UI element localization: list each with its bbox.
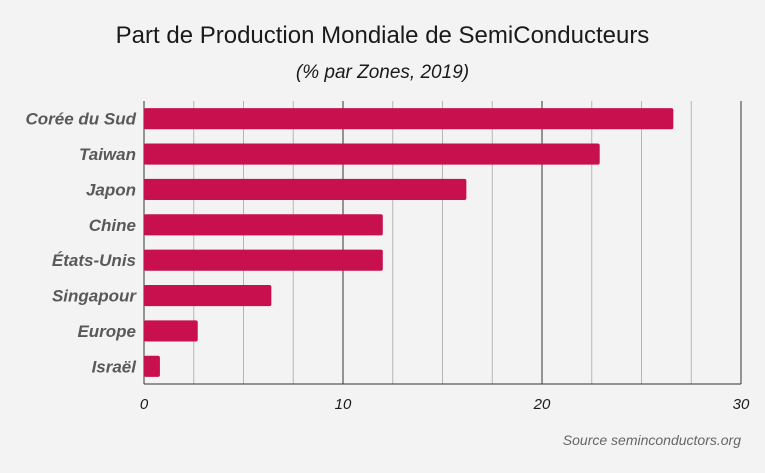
x-tick-label: 10: [335, 396, 352, 413]
category-label: Europe: [77, 322, 136, 341]
bar: [144, 108, 674, 130]
category-label: Taiwan: [79, 145, 136, 164]
source-note: Source seminconductors.org: [562, 432, 741, 448]
category-label: États-Unis: [52, 251, 136, 270]
bar: [144, 320, 198, 342]
chart-title: Part de Production Mondiale de SemiCondu…: [115, 22, 650, 49]
category-label: Corée du Sud: [25, 110, 136, 129]
bar: [144, 249, 383, 271]
x-tick-label: 20: [533, 396, 551, 413]
x-tick-label: 30: [733, 396, 750, 413]
category-label: Japon: [86, 180, 136, 199]
category-label: Israël: [92, 357, 138, 376]
bar: [144, 178, 467, 201]
bar: [144, 143, 600, 165]
bar: [144, 355, 160, 377]
chart-subtitle: (% par Zones, 2019): [295, 62, 470, 83]
bar: [144, 284, 272, 307]
bar: [144, 214, 383, 236]
category-label: Chine: [89, 216, 136, 235]
x-tick-label: 0: [140, 396, 149, 413]
category-label: Singapour: [52, 287, 137, 306]
